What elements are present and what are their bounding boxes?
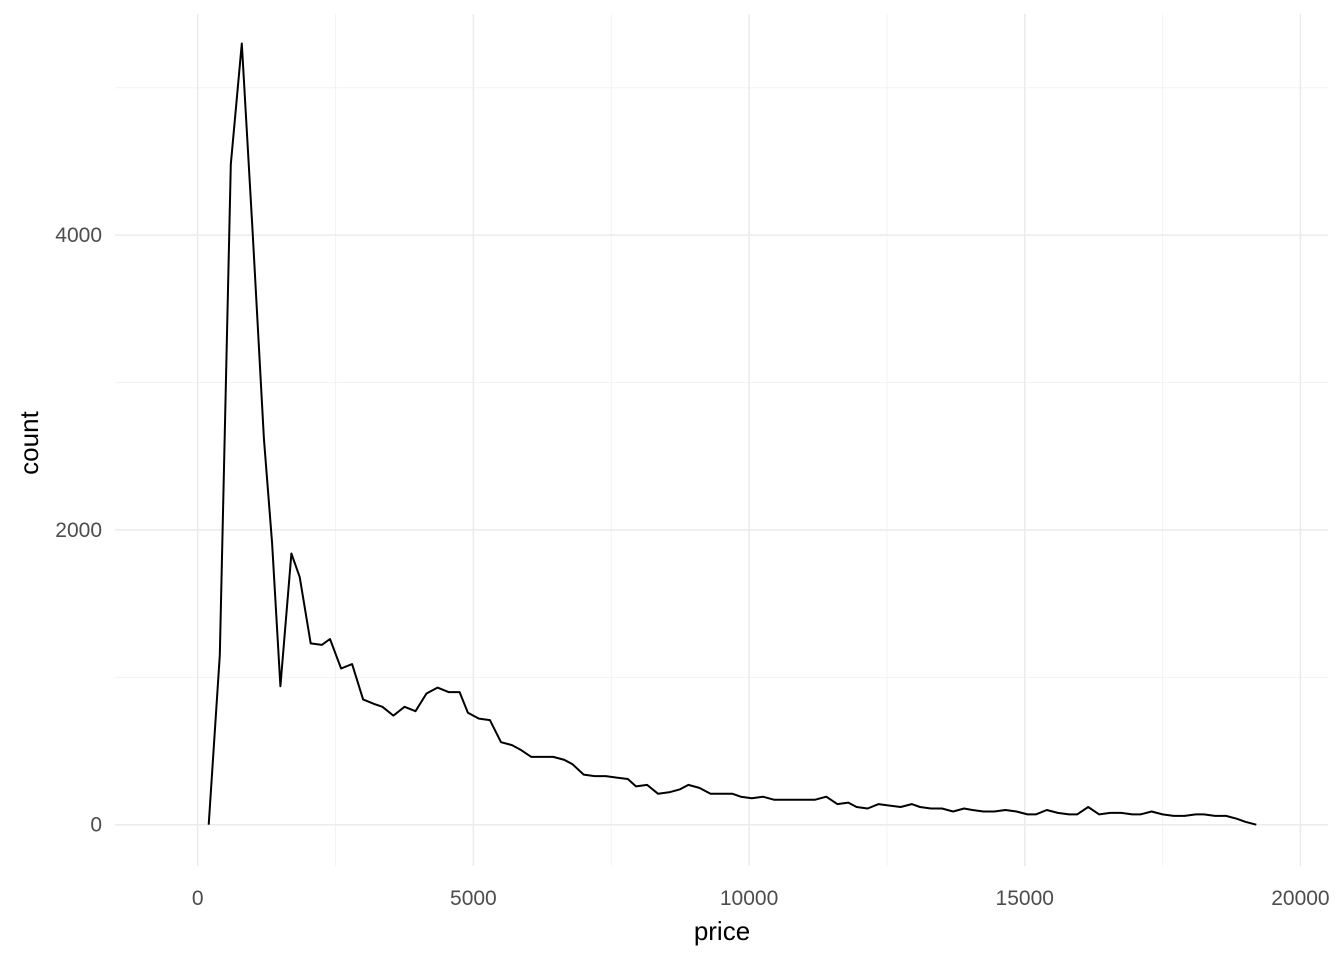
y-tick-label: 0 [90,814,102,837]
y-tick-label: 4000 [55,224,102,247]
x-tick-label: 5000 [450,887,497,910]
series-line-0 [207,42,1257,826]
x-tick-label: 0 [192,887,204,910]
x-tick-labels: 0 5000 10000 15000 20000 [192,887,1330,910]
x-tick-label: 15000 [996,887,1054,910]
y-tick-label: 2000 [55,519,102,542]
x-tick-label: 10000 [720,887,778,910]
y-axis-title: count [14,410,44,474]
grid [115,14,1328,866]
y-tick-labels: 0 2000 4000 [55,224,102,837]
x-axis-title: price [694,916,750,946]
x-tick-label: 20000 [1271,887,1329,910]
series-layer [207,42,1257,826]
